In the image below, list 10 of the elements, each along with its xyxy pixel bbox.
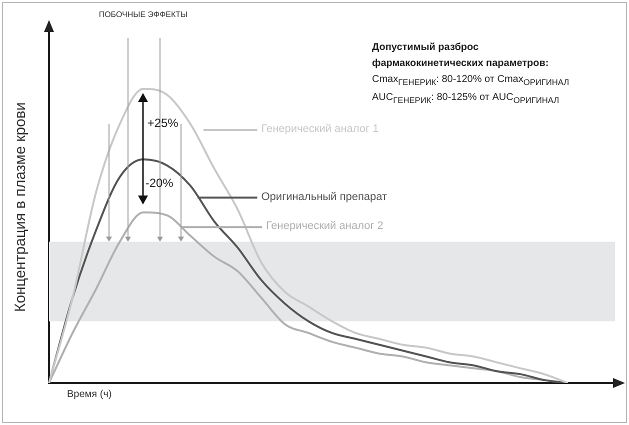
- y-axis-title: Концентрация в плазме крови: [12, 102, 29, 312]
- text: Оригинальный препарат: [261, 190, 388, 203]
- annotation: AUC$_{ГЕНЕРИК}$: 80-125% от AUC$_{ОРИГИНАЛ}$: [372, 91, 560, 107]
- text: ПОБОЧНЫЕ ЭФФЕКТЫ: [98, 10, 188, 19]
- text: Генерический аналог 2: [266, 220, 384, 232]
- annotation: +25%: [147, 116, 178, 130]
- text: Допустимый разброс фармакокинетических параметров:: [372, 41, 550, 71]
- x-axis-title: Время (ч): [67, 389, 112, 400]
- text: Cmax$_{ГЕНЕРИК}$: 80-120% от Cmax$_{ОРИГИНАЛ}$: [372, 73, 570, 89]
- annotation: -20%: [145, 176, 174, 190]
